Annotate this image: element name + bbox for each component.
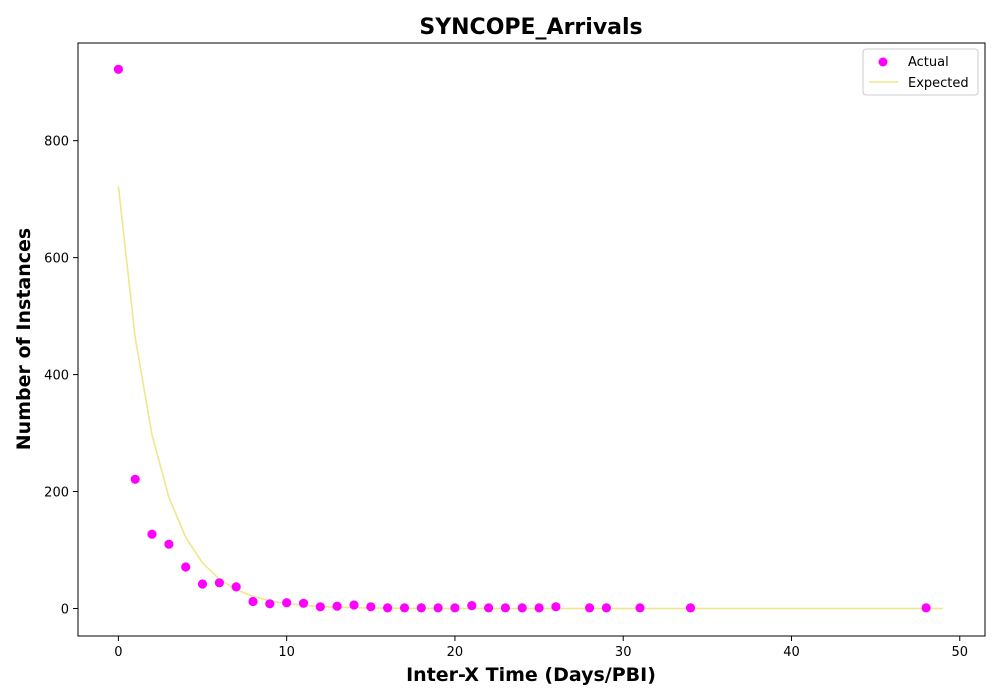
actual-point xyxy=(181,562,191,572)
actual-point xyxy=(332,601,342,611)
y-tick-label: 0 xyxy=(61,603,69,618)
y-tick-label: 200 xyxy=(44,486,69,501)
x-tick-label: 30 xyxy=(615,645,632,660)
x-tick-label: 10 xyxy=(278,645,295,660)
actual-series xyxy=(113,64,931,613)
x-tick-label: 50 xyxy=(951,645,968,660)
y-tick-label: 400 xyxy=(44,369,69,384)
actual-point xyxy=(113,64,123,74)
actual-point xyxy=(399,603,410,613)
plot-area xyxy=(77,42,986,637)
actual-point xyxy=(500,603,510,613)
x-axis-ticks: 0 10 20 30 40 50 xyxy=(114,636,968,660)
actual-point xyxy=(450,603,460,613)
actual-point xyxy=(635,603,645,613)
x-tick-label: 40 xyxy=(783,645,800,660)
legend-actual-label: Actual xyxy=(908,55,949,70)
y-axis-ticks: 0 200 400 600 800 xyxy=(44,135,78,618)
actual-point xyxy=(248,596,258,607)
actual-point xyxy=(921,603,931,613)
x-tick-label: 0 xyxy=(114,645,122,660)
actual-point xyxy=(197,579,208,589)
actual-point xyxy=(214,578,224,588)
actual-point xyxy=(147,529,157,539)
plot-frame xyxy=(77,42,986,637)
y-tick-label: 600 xyxy=(44,252,69,267)
y-tick-label: 800 xyxy=(44,135,69,150)
actual-point xyxy=(585,603,595,613)
expected-line xyxy=(117,186,943,610)
actual-point xyxy=(484,603,494,613)
expected-series xyxy=(117,186,943,610)
actual-point xyxy=(383,603,393,613)
actual-point xyxy=(298,598,309,608)
x-axis-label: Inter-X Time (Days/PBI) xyxy=(406,664,656,686)
legend-actual-marker xyxy=(878,57,888,67)
actual-point xyxy=(534,603,544,613)
actual-point xyxy=(685,603,696,613)
actual-point xyxy=(366,602,376,612)
actual-point xyxy=(433,603,443,613)
actual-point xyxy=(517,603,527,613)
legend-expected-label: Expected xyxy=(908,76,969,91)
legend-box xyxy=(862,48,979,96)
legend: Actual Expected xyxy=(862,48,979,96)
actual-point xyxy=(315,602,325,612)
actual-point xyxy=(265,599,275,609)
actual-point xyxy=(416,603,426,613)
actual-point xyxy=(349,600,359,610)
actual-point xyxy=(282,598,292,608)
actual-point xyxy=(164,539,174,549)
actual-point xyxy=(551,602,561,612)
x-tick-label: 20 xyxy=(447,645,464,660)
y-axis-label: Number of Instances xyxy=(13,228,35,450)
chart-title: SYNCOPE_Arrivals xyxy=(419,15,642,40)
actual-point xyxy=(130,474,140,484)
actual-point xyxy=(231,582,241,592)
actual-point xyxy=(601,603,612,613)
actual-point xyxy=(467,601,477,611)
